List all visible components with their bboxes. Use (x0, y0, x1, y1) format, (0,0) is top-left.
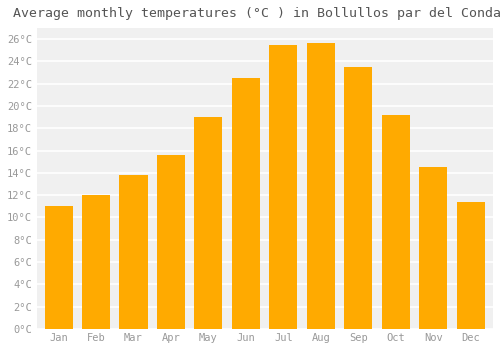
Title: Average monthly temperatures (°C ) in Bollullos par del Condado: Average monthly temperatures (°C ) in Bo… (12, 7, 500, 20)
Bar (456, 202, 484, 329)
Bar (232, 78, 260, 329)
Bar (194, 117, 222, 329)
Bar (120, 175, 148, 329)
Bar (82, 195, 110, 329)
Bar (270, 45, 297, 329)
Bar (382, 115, 409, 329)
Bar (306, 43, 335, 329)
Bar (344, 67, 372, 329)
Bar (157, 155, 185, 329)
Bar (419, 167, 447, 329)
Bar (44, 206, 72, 329)
